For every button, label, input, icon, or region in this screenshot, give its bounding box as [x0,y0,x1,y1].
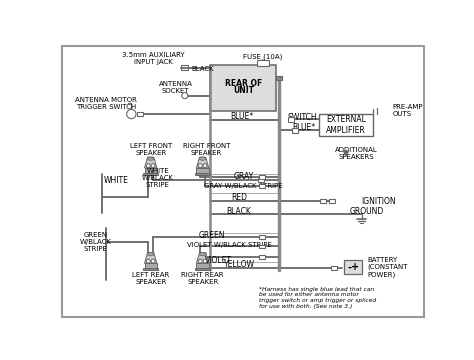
Ellipse shape [200,157,206,160]
Circle shape [146,259,150,263]
Bar [319,199,326,203]
Bar [257,60,269,66]
Text: VIOLET W/BLACK STRIPE: VIOLET W/BLACK STRIPE [187,242,272,248]
Circle shape [127,109,136,119]
Bar [181,65,188,70]
Circle shape [182,93,188,99]
Circle shape [198,164,202,167]
Text: +: + [351,262,359,272]
Text: +: + [151,163,155,168]
Circle shape [203,259,207,263]
Text: VIOLET: VIOLET [205,256,232,265]
Bar [143,268,158,270]
Text: RIGHT REAR
SPEAKER: RIGHT REAR SPEAKER [182,271,224,284]
Circle shape [203,164,207,167]
Text: EXTERNAL
AMPLIFIER: EXTERNAL AMPLIFIER [326,115,366,135]
Bar [259,184,265,188]
Bar [210,174,280,193]
Text: RED: RED [231,193,247,202]
Bar [195,172,210,175]
Text: ANTENNA
SOCKET: ANTENNA SOCKET [159,81,192,94]
Text: BLUE*: BLUE* [292,123,316,132]
Text: -: - [347,262,351,272]
Text: +: + [202,163,207,168]
Ellipse shape [147,157,154,160]
Bar [195,268,210,270]
Bar [196,264,209,268]
Bar [331,266,337,270]
Ellipse shape [200,253,206,256]
Polygon shape [196,157,209,168]
Bar [259,244,265,248]
Bar [344,260,362,274]
Text: -: - [199,163,201,168]
Text: YELLOW: YELLOW [224,260,255,269]
Circle shape [151,164,155,167]
Text: REAR OF: REAR OF [225,79,262,88]
Text: BATTERY
(CONSTANT
POWER): BATTERY (CONSTANT POWER) [367,257,408,278]
Text: BLACK: BLACK [227,207,252,216]
Text: -: - [199,258,201,264]
Bar [143,172,158,175]
Text: 3.5mm AUXILIARY
INPUT JACK: 3.5mm AUXILIARY INPUT JACK [122,52,185,65]
Text: -: - [147,163,149,168]
Bar [145,168,157,172]
Bar [259,255,265,259]
Bar [259,175,265,179]
Bar [288,117,294,122]
Text: ADDITIONAL
SPEAKERS: ADDITIONAL SPEAKERS [335,147,377,160]
Text: GROUND: GROUND [350,207,384,216]
Text: LEFT FRONT
SPEAKER: LEFT FRONT SPEAKER [129,143,172,156]
Bar [319,114,373,136]
Text: -: - [147,258,149,264]
Text: BLACK: BLACK [191,66,214,72]
Text: GRAY W/BLACK STRIPE: GRAY W/BLACK STRIPE [204,183,283,189]
Text: FUSE (10A): FUSE (10A) [243,54,283,60]
Circle shape [151,259,155,263]
Bar [210,233,280,262]
Text: GREEN
W/BLACK
STRIPE: GREEN W/BLACK STRIPE [80,232,111,252]
Bar [329,199,335,203]
Text: GRAY: GRAY [234,172,254,181]
Text: *Harness has single blue lead that can
be used for either antenna motor
trigger : *Harness has single blue lead that can b… [259,287,376,309]
Text: +: + [202,258,207,264]
Text: WHITE
W/BLACK
STRIPE: WHITE W/BLACK STRIPE [142,168,173,188]
Text: IGNITION: IGNITION [362,197,396,206]
Bar [210,65,276,111]
Text: +: + [151,258,155,264]
Ellipse shape [147,253,154,256]
Circle shape [146,164,150,167]
Text: WHITE: WHITE [103,176,128,185]
Bar [137,112,143,116]
Bar [196,168,209,172]
Text: LEFT REAR
SPEAKER: LEFT REAR SPEAKER [132,271,169,284]
Text: GREEN: GREEN [199,231,225,240]
Bar [292,128,298,132]
Bar [276,76,283,80]
Text: BLUE*: BLUE* [230,112,253,121]
Bar [258,178,264,182]
Bar [259,235,265,239]
Polygon shape [196,253,209,264]
Text: SWITCH: SWITCH [287,113,317,122]
Text: PRE-AMP
OUTS: PRE-AMP OUTS [392,104,423,117]
Polygon shape [145,253,157,264]
Bar [145,264,157,268]
Text: RIGHT FRONT
SPEAKER: RIGHT FRONT SPEAKER [183,143,230,156]
Polygon shape [145,157,157,168]
Text: UNIT: UNIT [233,86,254,95]
Text: ANTENNA MOTOR
TRIGGER SWITCH: ANTENNA MOTOR TRIGGER SWITCH [75,97,137,110]
Circle shape [198,259,202,263]
